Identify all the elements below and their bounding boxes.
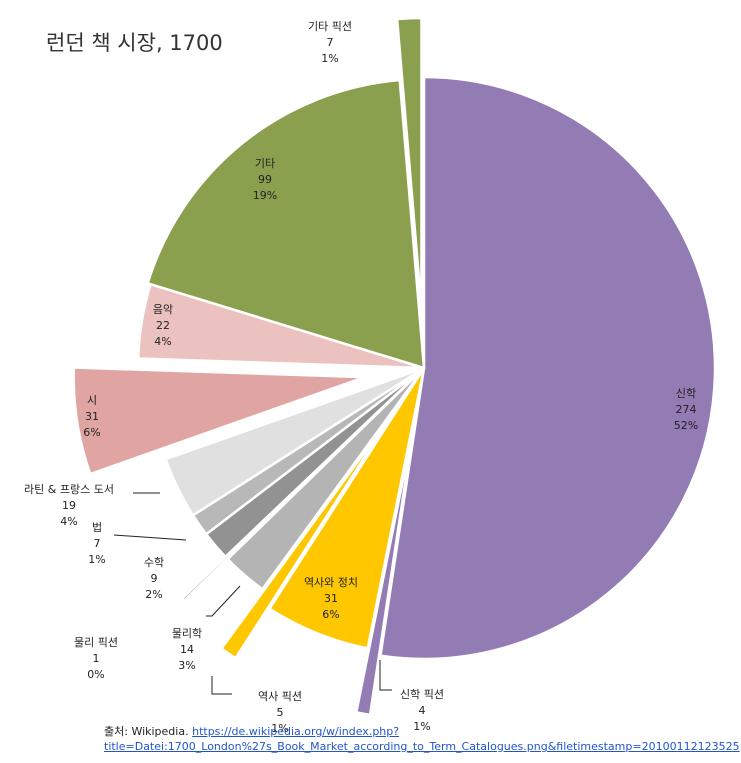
slice-name: 기타 픽션: [308, 20, 352, 33]
pie-slice-기타-픽션: [395, 16, 423, 310]
slice-value: 14: [180, 643, 194, 656]
slice-value: 7: [94, 537, 101, 550]
slice-label-신학: 신학 274 52%: [674, 387, 698, 432]
slice-value: 7: [327, 36, 334, 49]
slice-labels: 신학 274 52% 신학 픽션 4 1% 역사와 정치 31 6% 역사 픽션 5 1% 물리학 14 3…: [24, 20, 698, 735]
slice-label-물리학: 물리학 14 3%: [172, 627, 202, 672]
slice-label-역사-픽션: 역사 픽션 5 1%: [258, 690, 302, 735]
pie-slice-시: [72, 366, 366, 476]
slice-percent: 4%: [60, 515, 77, 528]
slice-label-물리-픽션: 물리 픽션 1 0%: [74, 636, 118, 681]
slice-value: 99: [258, 173, 272, 186]
slice-name: 라틴 & 프랑스 도서: [24, 483, 114, 496]
slice-label-기타: 기타 99 19%: [253, 157, 277, 202]
slice-value: 31: [324, 592, 338, 605]
slice-percent: 3%: [178, 659, 195, 672]
slice-name: 물리학: [172, 627, 202, 640]
slice-label-라틴-and-프랑스-도서: 라틴 & 프랑스 도서 19 4%: [24, 483, 114, 528]
pie-slice-신학-픽션: [355, 425, 415, 717]
slice-percent: 1%: [413, 720, 430, 733]
source-note: 출처: Wikipedia. https://de.wikipedia.org/…: [104, 724, 740, 754]
leader-line-물리학: [206, 585, 241, 617]
slice-percent: 1%: [271, 722, 288, 735]
slice-name: 신학: [676, 387, 696, 400]
slice-name: 시: [87, 394, 97, 407]
pie-slice-역사-픽션: [220, 416, 392, 660]
slice-value: 1: [93, 652, 100, 665]
slice-label-역사와-정치: 역사와 정치 31 6%: [304, 576, 358, 621]
leader-line-신학-픽션: [379, 660, 392, 691]
slice-name: 기타: [255, 157, 275, 170]
slice-value: 4: [419, 704, 426, 717]
slice-name: 법: [92, 521, 102, 534]
slice-percent: 2%: [145, 588, 162, 601]
pie-slice-라틴-and-프랑스-도서: [164, 366, 426, 517]
slice-percent: 4%: [154, 335, 171, 348]
slice-percent: 19%: [253, 189, 277, 202]
slice-percent: 6%: [322, 608, 339, 621]
slice-name: 수학: [144, 556, 164, 569]
chart-title: 런던 책 시장, 1700: [46, 31, 223, 55]
slice-name: 역사 픽션: [258, 690, 302, 703]
slice-label-기타-픽션: 기타 픽션 7 1%: [308, 20, 352, 65]
leader-line-역사-픽션: [211, 676, 232, 695]
slice-value: 9: [151, 572, 158, 585]
leader-line-법: [113, 534, 187, 541]
slice-value: 22: [156, 319, 170, 332]
slice-name: 역사와 정치: [304, 576, 358, 589]
slice-name: 음악: [153, 303, 173, 316]
slice-percent: 6%: [83, 426, 100, 439]
pie-slice-역사와-정치: [268, 366, 426, 650]
slice-percent: 0%: [87, 668, 104, 681]
slice-label-음악: 음악 22 4%: [153, 303, 173, 348]
leader-lines: [113, 492, 392, 695]
slice-label-법: 법 7 1%: [88, 521, 105, 566]
pie-slice-기타: [146, 78, 426, 370]
slice-value: 31: [85, 410, 99, 423]
slice-value: 274: [676, 403, 697, 416]
source-link[interactable]: https://de.wikipedia.org/w/index.php?tit…: [104, 725, 740, 753]
source-prefix: 출처: Wikipedia.: [104, 725, 193, 738]
slice-name: 물리 픽션: [74, 636, 118, 649]
slice-label-수학: 수학 9 2%: [144, 556, 164, 601]
slice-percent: 1%: [321, 52, 338, 65]
slice-percent: 1%: [88, 553, 105, 566]
slice-value: 19: [62, 499, 76, 512]
slice-value: 5: [277, 706, 284, 719]
slice-percent: 52%: [674, 419, 698, 432]
slice-label-신학-픽션: 신학 픽션 4 1%: [400, 688, 444, 733]
pie-slices: [72, 16, 717, 717]
slice-name: 신학 픽션: [400, 688, 444, 701]
slice-label-시: 시 31 6%: [83, 394, 100, 439]
pie-slice-신학: [379, 75, 717, 661]
